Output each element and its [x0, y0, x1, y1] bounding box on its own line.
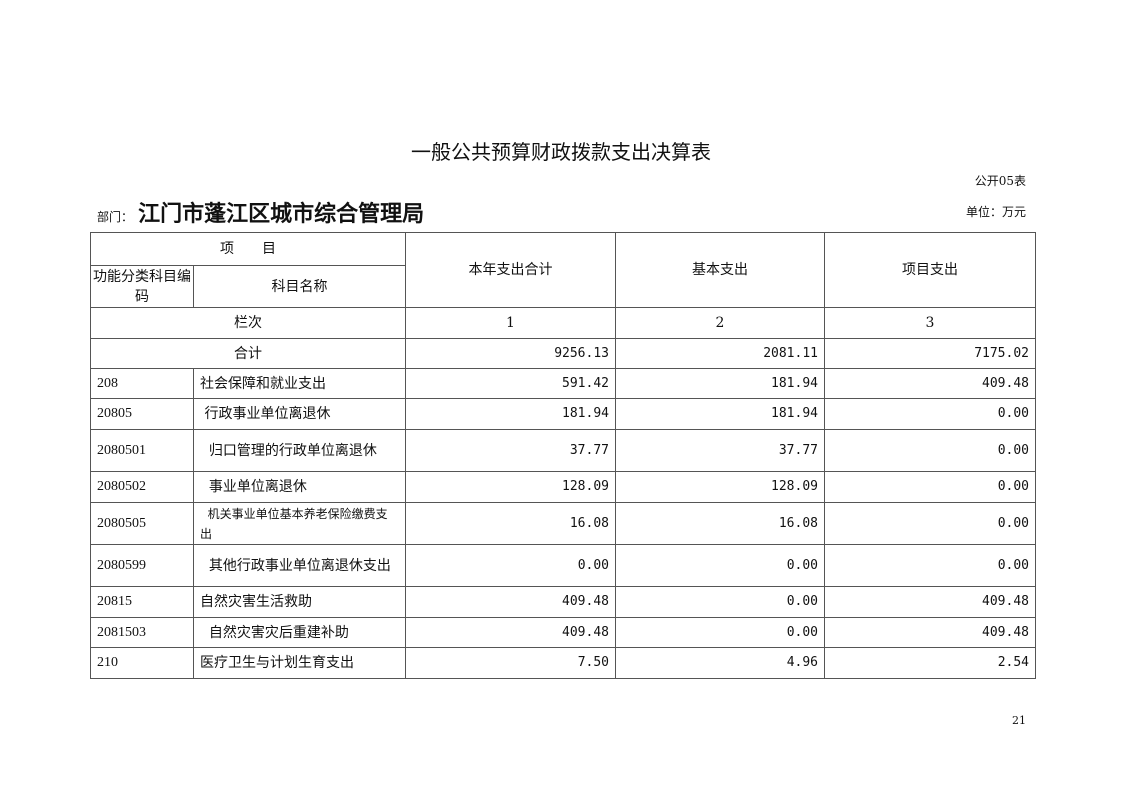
cell-total: 591.42	[405, 368, 616, 399]
cell-code: 20815	[90, 586, 194, 618]
cell-code: 2081503	[90, 617, 194, 648]
cell-name: 行政事业单位离退休	[193, 398, 406, 430]
department-name: 江门市蓬江区城市综合管理局	[138, 202, 425, 227]
cell-basic: 181.94	[615, 398, 825, 430]
page-title: 一般公共预算财政拨款支出决算表	[411, 140, 711, 164]
cell-basic: 16.08	[615, 502, 825, 545]
form-number: 公开05表	[974, 174, 1026, 188]
cell-name: 机关事业单位基本养老保险缴费支出	[193, 502, 406, 545]
unit-label: 单位：万元	[965, 205, 1026, 219]
cell-total: 409.48	[405, 586, 616, 618]
header-basic: 基本支出	[615, 232, 825, 308]
cell-total: 409.48	[405, 617, 616, 648]
column-number: 3	[824, 307, 1036, 339]
table-row: 2080599 其他行政事业单位离退休支出 0.00 0.00 0.00	[90, 544, 1036, 587]
cell-total: 16.08	[405, 502, 616, 545]
header-row: 功能分类科目编码 科目名称	[90, 265, 1036, 308]
column-number-label: 栏次	[90, 307, 406, 339]
table-row: 20815 自然灾害生活救助 409.48 0.00 409.48	[90, 586, 1036, 618]
header-total: 本年支出合计	[405, 232, 616, 308]
cell-basic: 181.94	[615, 368, 825, 399]
table-row: 208 社会保障和就业支出 591.42 181.94 409.48	[90, 368, 1036, 399]
sum-total: 9256.13	[405, 338, 616, 369]
cell-total: 128.09	[405, 471, 616, 503]
cell-basic: 0.00	[615, 617, 825, 648]
cell-name: 自然灾害生活救助	[193, 586, 406, 618]
cell-total: 0.00	[405, 544, 616, 587]
cell-project: 2.54	[824, 647, 1036, 679]
page-number: 21	[1012, 714, 1026, 727]
cell-project: 0.00	[824, 471, 1036, 503]
expenditure-table: 项 目 本年支出合计 基本支出 项目支出 功能分类科目编码 科目名称 栏次 1 …	[90, 232, 1036, 679]
cell-code: 210	[90, 647, 194, 679]
cell-basic: 128.09	[615, 471, 825, 503]
table-row: 2080505 机关事业单位基本养老保险缴费支出 16.08 16.08 0.00	[90, 502, 1036, 545]
table-row: 20805 行政事业单位离退休 181.94 181.94 0.00	[90, 398, 1036, 430]
cell-code: 20805	[90, 398, 194, 430]
cell-code: 2080502	[90, 471, 194, 503]
cell-basic: 37.77	[615, 429, 825, 472]
table-row: 2080501 归口管理的行政单位离退休 37.77 37.77 0.00	[90, 429, 1036, 472]
header-row: 项 目 本年支出合计 基本支出 项目支出	[90, 232, 1036, 308]
cell-basic: 0.00	[615, 544, 825, 587]
cell-project: 409.48	[824, 617, 1036, 648]
department-label: 部门：	[97, 210, 134, 224]
sum-label: 合计	[90, 338, 406, 369]
cell-total: 37.77	[405, 429, 616, 472]
sum-basic: 2081.11	[615, 338, 825, 369]
cell-basic: 0.00	[615, 586, 825, 618]
cell-total: 181.94	[405, 398, 616, 430]
sum-project: 7175.02	[824, 338, 1036, 369]
cell-project: 0.00	[824, 398, 1036, 430]
cell-total: 7.50	[405, 647, 616, 679]
column-number-row: 栏次 1 2 3	[90, 307, 1036, 339]
cell-name: 自然灾害灾后重建补助	[193, 617, 406, 648]
cell-name: 医疗卫生与计划生育支出	[193, 647, 406, 679]
table-row: 210 医疗卫生与计划生育支出 7.50 4.96 2.54	[90, 647, 1036, 679]
column-number: 2	[615, 307, 825, 339]
cell-project: 0.00	[824, 544, 1036, 587]
cell-basic: 4.96	[615, 647, 825, 679]
sum-row: 合计 9256.13 2081.11 7175.02	[90, 338, 1036, 369]
cell-project: 0.00	[824, 502, 1036, 545]
header-project: 项目支出	[824, 232, 1036, 308]
cell-code: 2080599	[90, 544, 194, 587]
cell-project: 0.00	[824, 429, 1036, 472]
table-row: 2080502 事业单位离退休 128.09 128.09 0.00	[90, 471, 1036, 503]
column-number: 1	[405, 307, 616, 339]
cell-project: 409.48	[824, 586, 1036, 618]
cell-name: 社会保障和就业支出	[193, 368, 406, 399]
cell-name: 其他行政事业单位离退休支出	[193, 544, 406, 587]
cell-code: 2080501	[90, 429, 194, 472]
cell-code: 208	[90, 368, 194, 399]
table-row: 2081503 自然灾害灾后重建补助 409.48 0.00 409.48	[90, 617, 1036, 648]
cell-name: 事业单位离退休	[193, 471, 406, 503]
cell-name: 归口管理的行政单位离退休	[193, 429, 406, 472]
header-name: 科目名称	[193, 265, 406, 308]
cell-project: 409.48	[824, 368, 1036, 399]
header-item: 项 目	[90, 232, 406, 266]
department: 部门： 江门市蓬江区城市综合管理局	[97, 196, 424, 228]
header-code: 功能分类科目编码	[90, 265, 194, 308]
cell-code: 2080505	[90, 502, 194, 545]
